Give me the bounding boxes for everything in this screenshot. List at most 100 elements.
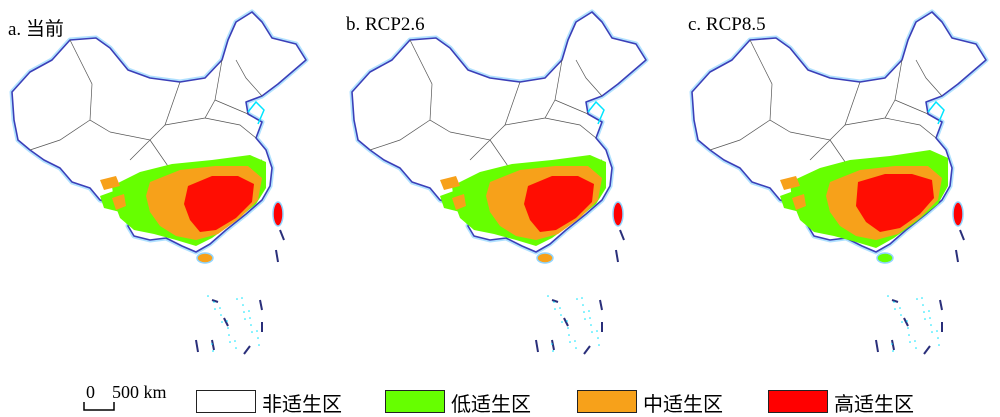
island-dot xyxy=(214,308,216,310)
island-dot xyxy=(561,321,563,323)
island-dot xyxy=(892,350,894,352)
nine-dash-segment xyxy=(551,299,559,303)
island-dot xyxy=(589,317,591,319)
island-dot xyxy=(576,298,578,300)
island-dot xyxy=(228,334,230,336)
island-dot xyxy=(922,304,924,306)
island-dot xyxy=(207,295,209,297)
nine-dash-segment xyxy=(875,339,879,353)
island-dot xyxy=(596,330,598,332)
island-dot xyxy=(597,337,599,339)
nine-dash-segment xyxy=(211,339,215,351)
island-dot xyxy=(257,337,259,339)
nine-dash-segment xyxy=(891,339,895,351)
province-boundary xyxy=(809,139,831,161)
island-dot xyxy=(923,311,925,313)
nine-dash-segment xyxy=(583,345,591,355)
nine-dash-segment xyxy=(211,299,219,303)
nine-dash-segment xyxy=(959,229,965,241)
island-dot xyxy=(236,298,238,300)
china-map-current xyxy=(9,9,309,355)
island-dot xyxy=(584,318,586,320)
taiwan xyxy=(952,201,964,227)
island-dot xyxy=(937,337,939,339)
island-dot xyxy=(256,330,258,332)
island-dot xyxy=(575,347,577,349)
island-dot xyxy=(938,344,940,346)
island-dot xyxy=(914,340,916,342)
map-panel-rcp85: c. RCP8.5 xyxy=(680,0,1000,370)
taiwan xyxy=(612,201,624,227)
island-dot xyxy=(590,324,592,326)
province-boundary xyxy=(204,117,257,139)
hainan xyxy=(196,252,214,264)
island-dot xyxy=(226,320,228,322)
island-dot xyxy=(554,308,556,310)
legend-swatch-high xyxy=(768,390,828,413)
island-dot xyxy=(907,327,909,329)
legend-swatch-medium xyxy=(577,390,637,413)
nine-dash-segment xyxy=(563,317,569,327)
panel-title-rcp85: c. RCP8.5 xyxy=(688,14,766,35)
province-boundary xyxy=(749,39,791,133)
island-dot xyxy=(244,318,246,320)
legend-swatch-low xyxy=(385,390,445,413)
hainan xyxy=(876,252,894,264)
island-dot xyxy=(574,340,576,342)
island-dot xyxy=(211,343,213,345)
island-dot xyxy=(899,307,901,309)
nine-dash-segment xyxy=(279,229,285,241)
island-dot xyxy=(921,297,923,299)
province-boundary xyxy=(235,59,263,97)
zone-high xyxy=(184,176,254,232)
scale-distance-label: 500 km xyxy=(112,382,167,402)
zone-medium-tibet xyxy=(100,176,120,190)
nine-dash-segment xyxy=(243,345,251,355)
legend-label-unsuitable: 非适生区 xyxy=(262,392,342,416)
island-dot xyxy=(242,304,244,306)
island-dot xyxy=(567,327,569,329)
nine-dash-segment xyxy=(599,299,603,311)
island-dot xyxy=(566,320,568,322)
zone-medium-tibet xyxy=(780,176,800,190)
island-dot xyxy=(929,317,931,319)
province-boundary xyxy=(709,119,771,151)
island-dot xyxy=(931,331,933,333)
province-boundary xyxy=(575,59,603,97)
island-dot xyxy=(583,311,585,313)
map-legend: 0 500 km 非适生区 低适生区 中适生区 高适生区 xyxy=(0,380,1000,416)
island-dot xyxy=(551,343,553,345)
island-dot xyxy=(916,298,918,300)
nine-dash-segment xyxy=(535,339,539,353)
island-dot xyxy=(906,320,908,322)
island-dot xyxy=(894,308,896,310)
nine-dash-segment xyxy=(195,339,199,353)
island-dot xyxy=(936,330,938,332)
scale-bar: 0 500 km xyxy=(78,380,188,414)
island-dot xyxy=(901,321,903,323)
panel-title-current: a. 当前 xyxy=(8,19,64,40)
china-map-rcp26 xyxy=(349,9,649,355)
island-dot xyxy=(251,331,253,333)
island-dot xyxy=(568,334,570,336)
nine-dash-segment xyxy=(619,229,625,241)
province-boundary xyxy=(369,119,431,151)
map-panel-current: a. 当前 xyxy=(0,0,330,370)
island-dot xyxy=(234,340,236,342)
island-dot xyxy=(581,297,583,299)
island-dot xyxy=(582,304,584,306)
zone-medium-west xyxy=(792,194,806,210)
province-boundary xyxy=(469,139,491,161)
province-boundary xyxy=(844,59,903,126)
province-boundary xyxy=(69,39,111,133)
nine-dash-segment xyxy=(223,317,229,327)
island-dot xyxy=(220,314,222,316)
island-dot xyxy=(588,310,590,312)
island-dot xyxy=(248,310,250,312)
island-dot xyxy=(900,314,902,316)
island-dot xyxy=(221,321,223,323)
island-dot xyxy=(928,310,930,312)
island-dot xyxy=(229,341,231,343)
nine-dash-segment xyxy=(259,299,263,311)
island-dot xyxy=(915,347,917,349)
